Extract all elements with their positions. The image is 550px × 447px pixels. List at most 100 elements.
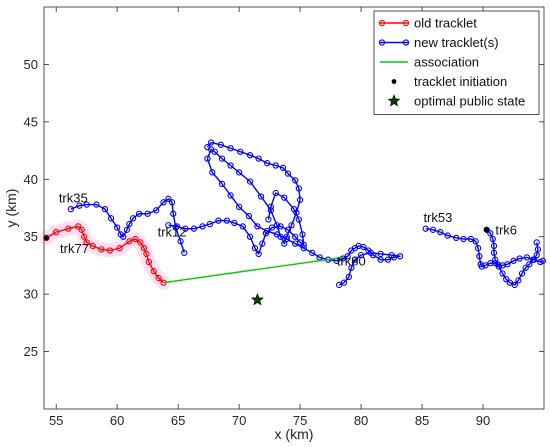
new-tracklet-trk12-point (190, 225, 198, 232)
new-tracklet-trk53-point (444, 232, 451, 239)
new-tracklet-trk80-point (344, 253, 351, 260)
x-tick-label: 80 (354, 413, 368, 428)
legend-marker (402, 39, 410, 46)
y-tick-label: 25 (24, 344, 38, 359)
legend-entry: association (380, 55, 479, 70)
new-tracklet-trk53-point (533, 251, 540, 259)
legend-label: old tracklet (414, 16, 477, 31)
x-tick-label: 90 (476, 413, 490, 428)
new-tracklet-trk12-point (281, 194, 288, 201)
tracklet-initiation-dot (484, 227, 490, 233)
old-tracklet-point (74, 223, 82, 230)
new-tracklet-trk35 (67, 195, 188, 256)
track-label-trk6: trk6 (495, 222, 517, 237)
new-tracklet-trk53-point (522, 264, 529, 271)
new-tracklet-trk35-point (144, 210, 151, 217)
new-tracklet-trk80-point (384, 256, 392, 263)
new-tracklet-trk53-point (482, 262, 489, 269)
new-tracklet-trk53-point (476, 253, 483, 260)
new-tracklet-trk80-point (217, 141, 224, 148)
x-tick-label: 65 (171, 413, 185, 428)
new-tracklet-trk12-point (295, 216, 303, 223)
old-tracklet-point (155, 274, 162, 282)
old-tracklet-point (143, 250, 150, 258)
new-tracklet-trk80-point (257, 193, 265, 200)
new-tracklet-trk12-point (206, 220, 214, 228)
tracklet-initiation-dot (43, 235, 50, 241)
new-tracklet-trk12-point (165, 222, 172, 229)
new-tracklet-trk53-point (460, 235, 467, 243)
new-tracklet-trk80-point (367, 249, 374, 256)
new-tracklet-trk53-point (518, 270, 526, 277)
old-tracklet (43, 223, 167, 286)
new-tracklet-trk80-point (246, 152, 254, 159)
old-tracklet-point (98, 246, 105, 253)
new-tracklet-trk35-point (177, 238, 184, 245)
old-tracklet-point (137, 239, 144, 246)
old-tracklet-point (53, 228, 60, 236)
new-tracklet-trk12-point (265, 216, 272, 223)
new-tracklet-trk35-point (165, 195, 172, 202)
new-tracklet-trk53-point (511, 281, 518, 289)
legend-entry: optimal public state (387, 94, 525, 109)
new-tracklet-trk35-point (172, 224, 179, 231)
y-tick-label: 30 (24, 287, 38, 302)
new-tracklet-trk53-point (467, 235, 474, 243)
y-axis-label: y (km) (3, 189, 19, 228)
legend-label: new tracklet(s) (414, 35, 499, 50)
new-tracklet-trk35-point (120, 233, 127, 240)
new-tracklet-trk6-point (487, 230, 494, 237)
new-tracklet-trk12-point (259, 240, 266, 247)
legend-marker (378, 19, 386, 27)
new-tracklet-trk53-point (453, 234, 460, 242)
legend-box (373, 10, 540, 115)
new-tracklet-trk80-point (340, 279, 348, 286)
new-tracklet-trk80-point (218, 155, 226, 162)
new-tracklet-trk80-point (345, 273, 353, 281)
old-tracklet-point (78, 226, 85, 233)
new-tracklet-trk6-point (510, 257, 517, 264)
new-tracklet-trk80-point (335, 281, 343, 289)
new-tracklet-trk80-point (245, 212, 253, 220)
track-label-trk80: trk80 (337, 253, 366, 268)
new-tracklet-trk12-point (199, 223, 206, 230)
x-tick-label: 85 (415, 413, 429, 428)
new-tracklet-trk6-point (516, 255, 523, 262)
new-tracklet-trk80-point (283, 233, 290, 240)
track-label-trk35: trk35 (59, 190, 88, 205)
new-tracklet-trk80-point (255, 155, 262, 162)
old-tracklet-point (89, 242, 96, 250)
new-tracklet-trk12-point (231, 219, 238, 227)
new-tracklet-trk35-point (126, 220, 133, 228)
x-tick-label: 55 (49, 413, 63, 428)
new-tracklet-trk35-point (135, 210, 143, 217)
new-tracklet-trk53-point (437, 228, 444, 236)
legend: old tracklet new tracklet(s) association tr… (373, 10, 540, 115)
new-tracklet-trk6-point (489, 235, 496, 243)
series-layer (43, 139, 546, 306)
legend-marker (387, 94, 401, 107)
new-tracklet-trk6-point (492, 256, 499, 263)
new-tracklet-trk35-point (67, 205, 74, 213)
new-tracklet-trk80-point (396, 253, 404, 260)
new-tracklet-trk35-point (83, 201, 90, 208)
new-tracklet-trk80-point (377, 250, 384, 258)
association-line (163, 256, 343, 284)
y-tick-label: 35 (24, 229, 38, 244)
new-tracklet-trk12-point (272, 189, 279, 197)
legend-entry: tracklet initiation (391, 74, 507, 89)
new-tracklet-trk12-point (300, 241, 307, 248)
new-tracklet-trk12-point (182, 225, 189, 232)
old-tracklet-point (106, 247, 114, 254)
new-tracklet-trk80-point (235, 203, 243, 211)
label-layer: trk35 trk77 trk12 trk80 trk53 trk6 (59, 190, 517, 268)
new-tracklet-trk80-point (360, 243, 367, 251)
new-tracklet-trk12-point (292, 233, 299, 240)
new-tracklet-trk12-point (251, 245, 259, 252)
new-tracklet-trk12-point (223, 217, 231, 224)
new-tracklet-trk6-point (539, 257, 546, 264)
new-tracklet-trk80-point (296, 196, 304, 204)
new-tracklet-trk6-point (531, 256, 538, 263)
new-tracklet-trk80-point (281, 240, 288, 247)
